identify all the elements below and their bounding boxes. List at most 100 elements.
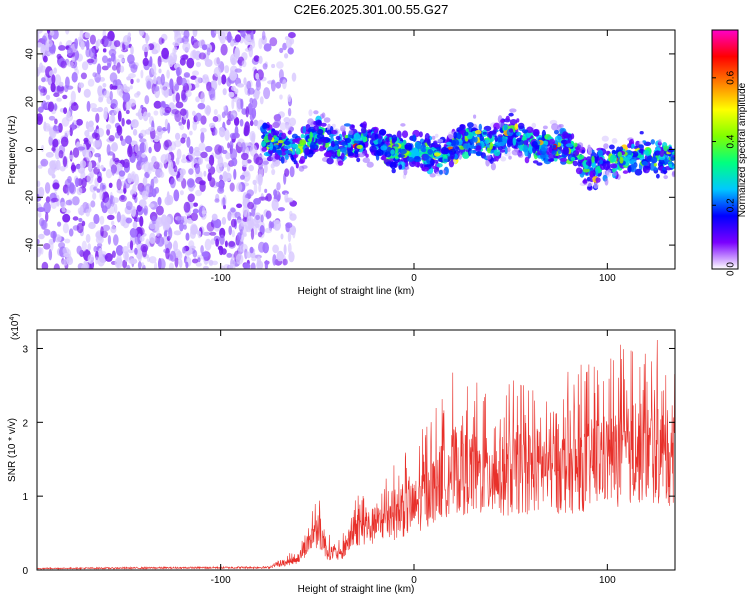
spectrogram-cell bbox=[153, 100, 162, 109]
spectrogram-cell bbox=[186, 119, 190, 130]
spectrogram-cell bbox=[591, 155, 595, 163]
spectrogram-cell bbox=[206, 221, 215, 232]
spectrogram-cell bbox=[617, 151, 622, 158]
spectrogram-cell bbox=[287, 94, 292, 103]
spectrogram-cell bbox=[222, 197, 226, 206]
spectrogram-cell bbox=[441, 146, 448, 155]
spectrogram-cell bbox=[245, 106, 249, 118]
spectrogram-cell bbox=[276, 61, 284, 69]
spectrogram-cell bbox=[134, 92, 140, 98]
spectrogram-cell bbox=[153, 110, 159, 116]
spectrogram-cell bbox=[118, 170, 126, 177]
spectrogram-cell bbox=[168, 145, 173, 153]
spectrogram-cell bbox=[85, 39, 90, 51]
spectrogram-cell bbox=[56, 84, 65, 94]
spectrogram-cell bbox=[87, 243, 92, 251]
spectrogram-cell bbox=[43, 243, 51, 250]
spectrogram-cell bbox=[103, 106, 109, 116]
spectrogram-cell bbox=[592, 170, 596, 177]
spectrogram-cell bbox=[147, 166, 152, 175]
spectrogram-cell bbox=[217, 187, 225, 194]
spectrogram-cell bbox=[201, 44, 208, 51]
spectrogram-cell bbox=[166, 194, 174, 206]
spectrogram-cell bbox=[210, 238, 215, 245]
spectrogram-cell bbox=[59, 201, 67, 208]
spectrogram-cell bbox=[125, 217, 133, 224]
spectrogram-cell bbox=[160, 154, 168, 164]
spectrogram-cell bbox=[229, 182, 235, 192]
spectrogram-cell bbox=[104, 197, 112, 210]
spectrogram-cell bbox=[396, 130, 402, 139]
spectrogram-cell bbox=[287, 242, 292, 254]
spectrogram-cell bbox=[271, 198, 279, 211]
spectrogram-cell bbox=[120, 58, 125, 63]
spectrogram-cell bbox=[489, 141, 493, 150]
spectrogram-cell bbox=[221, 216, 227, 225]
spectrogram-cell bbox=[234, 125, 239, 138]
spectrogram-cell bbox=[200, 151, 208, 159]
spectrogram-cell bbox=[240, 30, 246, 38]
spectrogram-cell bbox=[269, 37, 278, 47]
spectrogram-cell bbox=[69, 127, 73, 137]
spectrogram-cell bbox=[224, 129, 230, 141]
spectrogram-cell bbox=[157, 132, 163, 140]
spectrogram-cell bbox=[283, 244, 287, 256]
spectrogram-cell bbox=[43, 201, 51, 214]
spectrogram-cell bbox=[239, 229, 243, 236]
spectrogram-cell bbox=[137, 253, 142, 263]
spectrogram-cell bbox=[245, 30, 252, 34]
spectrogram-cell bbox=[656, 173, 660, 179]
spectrogram-cell bbox=[243, 129, 249, 137]
spectrogram-cell bbox=[337, 160, 344, 166]
spectrogram-cell bbox=[249, 97, 254, 104]
spectrogram-cell bbox=[127, 145, 133, 158]
spectrogram-cell bbox=[38, 211, 42, 218]
spectrogram-cell bbox=[602, 163, 610, 171]
spectrogram-cell bbox=[401, 130, 409, 138]
spectrogram-cell bbox=[71, 122, 75, 131]
spectrogram-cell bbox=[219, 234, 225, 245]
spectrogram-cell bbox=[121, 117, 125, 127]
snr-ylabel: SNR (10 * v/v) bbox=[7, 418, 18, 482]
spectrogram-cell bbox=[79, 30, 84, 40]
spectrogram-cell bbox=[331, 129, 338, 135]
spectrogram-cell bbox=[479, 135, 485, 142]
spectrogram-cell bbox=[105, 169, 113, 179]
spectrogram-cell bbox=[74, 38, 78, 49]
spectrogram-cell bbox=[330, 140, 336, 148]
spectrogram-cell bbox=[68, 228, 74, 237]
spectrogram-cell bbox=[196, 230, 201, 235]
spectrogram-cell bbox=[356, 157, 361, 163]
spectrogram-cell bbox=[570, 133, 575, 140]
spectrogram-cell bbox=[215, 181, 222, 187]
spectrogram-cell bbox=[125, 201, 133, 211]
spectrogram-cell bbox=[48, 248, 53, 261]
spectrogram-cell bbox=[45, 212, 49, 222]
spectrogram-cell bbox=[251, 256, 257, 262]
spectrogram-cell bbox=[609, 154, 618, 163]
colorbar-ticks: 0.0 0.2 0.4 0.6 bbox=[712, 70, 737, 276]
spectrogram-cell bbox=[186, 136, 191, 148]
spectrogram-cell bbox=[658, 154, 666, 161]
spectrogram-cell bbox=[179, 222, 184, 232]
spectrogram-cell bbox=[132, 129, 138, 136]
spectrogram-cell bbox=[110, 98, 118, 109]
spectrogram-cell bbox=[175, 132, 181, 141]
spectrogram-cell bbox=[658, 139, 662, 144]
spectrogram-cell bbox=[341, 141, 347, 147]
spectrogram-cell bbox=[316, 133, 325, 139]
spectrogram-cell bbox=[95, 113, 100, 123]
spectrogram-cell bbox=[463, 131, 469, 136]
spectrogram-cell bbox=[421, 148, 427, 153]
spectrogram-cell bbox=[284, 36, 289, 41]
spectrogram-xtick-label: -100 bbox=[211, 273, 231, 284]
spectrogram-cell bbox=[272, 244, 279, 254]
spectrogram-cell bbox=[216, 163, 223, 174]
spectrogram-cell bbox=[436, 138, 444, 143]
spectrogram-cell bbox=[153, 161, 160, 170]
spectrogram-cell bbox=[353, 140, 361, 145]
spectrogram-cell bbox=[111, 64, 118, 71]
spectrogram-cell bbox=[391, 168, 396, 174]
spectrogram-cell bbox=[551, 123, 559, 131]
